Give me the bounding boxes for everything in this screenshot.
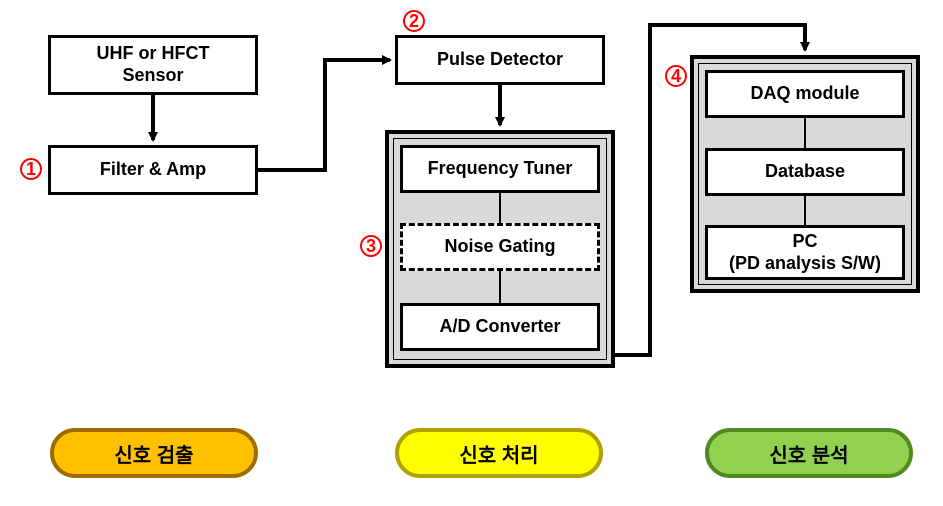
arrows-layer: [0, 0, 943, 506]
